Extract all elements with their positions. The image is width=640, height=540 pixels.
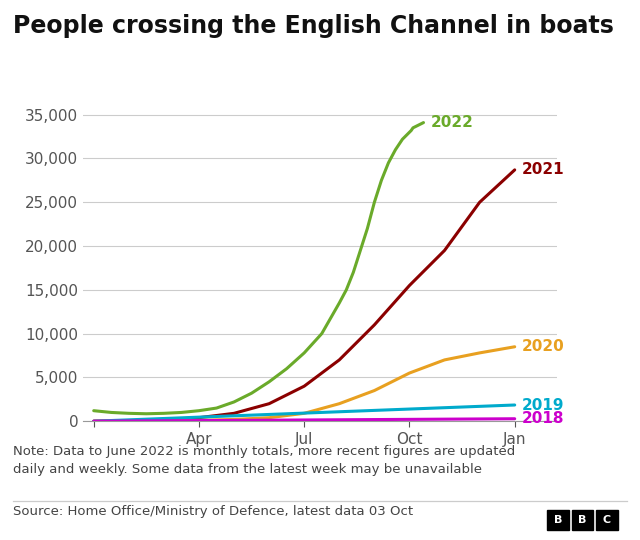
Text: Note: Data to June 2022 is monthly totals, more recent figures are updated
daily: Note: Data to June 2022 is monthly total…: [13, 446, 515, 476]
Text: 2020: 2020: [522, 339, 564, 354]
Text: B: B: [554, 515, 563, 525]
Text: B: B: [578, 515, 587, 525]
Text: 2018: 2018: [522, 411, 564, 426]
Text: 2022: 2022: [431, 115, 474, 130]
Text: C: C: [603, 515, 611, 525]
Text: Source: Home Office/Ministry of Defence, latest data 03 Oct: Source: Home Office/Ministry of Defence,…: [13, 505, 413, 518]
Text: 2019: 2019: [522, 397, 564, 413]
Text: 2021: 2021: [522, 163, 564, 177]
Text: People crossing the English Channel in boats: People crossing the English Channel in b…: [13, 14, 614, 37]
